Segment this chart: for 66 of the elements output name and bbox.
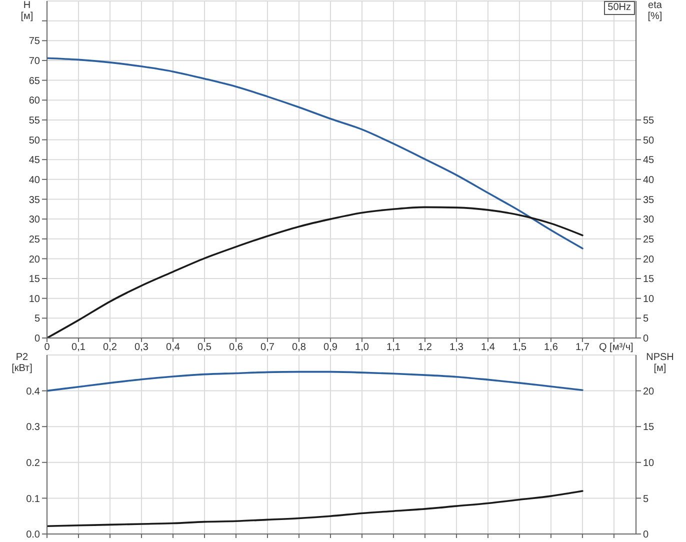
y-tick-label: 30 <box>28 214 40 226</box>
y2-tick-label: 55 <box>643 115 655 126</box>
x-tick-label: 0,9 <box>324 342 338 354</box>
y-tick-label: 35 <box>28 194 40 206</box>
x-tick-label: 0,3 <box>134 342 149 354</box>
y2-tick-label: 5 <box>643 314 649 325</box>
y2-tick-label: 0 <box>643 530 649 541</box>
y-tick-label: 55 <box>28 115 40 126</box>
y2-tick-label: 15 <box>643 422 655 434</box>
y2-tick-label: 40 <box>643 174 655 186</box>
x-tick-label: 0,1 <box>72 342 86 354</box>
y-tick-label: 60 <box>28 96 40 107</box>
x-tick-label: 1,3 <box>450 342 464 354</box>
line-series <box>47 206 584 338</box>
annotation: 50Hz <box>604 1 635 15</box>
y2-tick-label: 20 <box>643 386 655 398</box>
y2-tick-label: 35 <box>643 194 655 206</box>
y-tick-label: 25 <box>28 234 40 246</box>
y-tick-label: 0.3 <box>26 422 40 434</box>
x-tick-label: 1,2 <box>418 342 432 354</box>
y2-tick-label: 15 <box>643 274 655 286</box>
y2-tick-label: 25 <box>643 234 655 246</box>
y-tick-label: 45 <box>28 155 40 166</box>
y-tick-label: 15 <box>28 274 40 286</box>
x-tick-label: 0,6 <box>229 342 244 354</box>
y-tick-label: 70 <box>28 56 40 68</box>
y2-tick-label: 10 <box>643 458 655 469</box>
y-tick-label: 65 <box>28 76 40 87</box>
x-tick-label: 0,4 <box>166 342 180 354</box>
y-tick-label: 0.1 <box>26 494 40 505</box>
x-tick-label: 0 <box>44 342 50 354</box>
y2-tick-label: 50 <box>643 135 655 146</box>
y2-tick-label: 5 <box>643 494 649 505</box>
x-tick-label: 1,4 <box>481 342 496 354</box>
x-tick-label: 0,8 <box>292 342 306 354</box>
y-tick-label: 0 <box>34 334 40 345</box>
y-tick-label: 20 <box>28 254 40 266</box>
y-tick-label: 0.2 <box>26 458 40 469</box>
y-axis-title: H [м] <box>20 0 34 22</box>
y2-tick-label: 10 <box>643 294 655 305</box>
line-series <box>47 57 584 250</box>
y-tick-label: 75 <box>28 36 40 48</box>
y-tick-label: 50 <box>28 135 40 146</box>
x-tick-label: 0,2 <box>103 342 118 354</box>
x-axis-title: Q [м³/ч] <box>599 342 634 353</box>
y-tick-label: 5 <box>34 314 40 325</box>
y2-axis-title: NPSH [м] <box>645 352 675 374</box>
y2-axis-title: eta [%] <box>646 0 664 22</box>
x-tick-label: 0,5 <box>198 342 212 354</box>
x-tick-label: 1,7 <box>576 342 590 354</box>
line-series <box>47 370 584 392</box>
y2-tick-label: 0 <box>643 334 649 345</box>
y-tick-label: 0.4 <box>26 386 40 398</box>
y2-tick-label: 45 <box>643 155 655 166</box>
line-series <box>47 490 584 528</box>
y2-tick-label: 30 <box>643 214 655 226</box>
y-tick-label: 10 <box>28 294 40 305</box>
y-tick-label: 0.0 <box>26 530 40 541</box>
x-tick-label: 1,5 <box>512 342 527 354</box>
y-tick-label: 40 <box>28 174 40 186</box>
y2-tick-label: 20 <box>643 254 655 266</box>
x-tick-label: 1,0 <box>355 342 370 354</box>
x-tick-label: 1,6 <box>544 342 558 354</box>
x-tick-label: 1,1 <box>386 342 401 354</box>
y-axis-title: P2 [кВт] <box>10 352 34 374</box>
x-tick-label: 0,7 <box>260 342 275 354</box>
